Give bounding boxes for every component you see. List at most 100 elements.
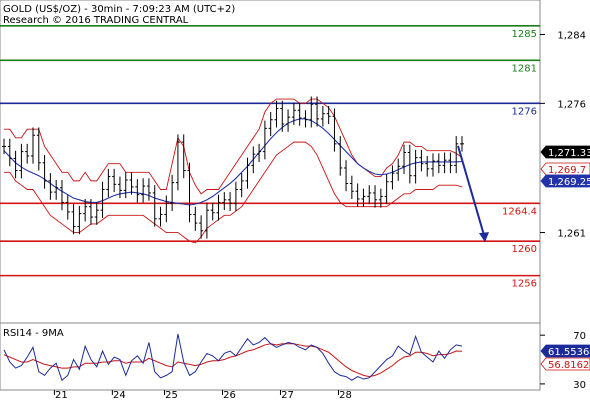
price-bar-49 <box>286 109 291 132</box>
price-bar-22 <box>129 172 134 195</box>
price-bar-62 <box>361 188 366 207</box>
level-label-5: 1256 <box>512 279 537 290</box>
price-bar-7 <box>42 155 47 189</box>
price-bar-19 <box>112 168 117 193</box>
rsi-ma-line <box>3 343 463 378</box>
rsi-title: RSI14 - 9MA <box>3 328 64 339</box>
forecast-arrow[interactable] <box>457 145 489 243</box>
bollinger-lower <box>4 141 463 244</box>
price-bar-25 <box>146 178 151 201</box>
rsi-panel: RSI14 - 9MA 70 30 61.5536 56.8162 <box>0 322 590 391</box>
price-bar-20 <box>117 176 122 199</box>
price-bar-28 <box>164 195 169 223</box>
price-bar-9 <box>54 180 59 200</box>
forecast-arrow-shaft <box>457 145 485 236</box>
price-bar-0 <box>2 138 6 155</box>
price-bar-37 <box>216 194 221 221</box>
price-bar-55 <box>320 105 325 127</box>
price-bar-18 <box>106 168 111 198</box>
price-bar-53 <box>309 96 314 128</box>
price-bar-13 <box>77 205 82 235</box>
price-bar-66 <box>384 173 389 205</box>
rsi-tag-label-1: 56.8162 <box>548 360 589 371</box>
price-bar-34 <box>199 215 204 239</box>
price-bar-79 <box>460 136 464 152</box>
price-bar-60 <box>349 175 354 199</box>
price-bar-38 <box>222 192 227 211</box>
price-tag-label-0: 1,271.33 <box>548 148 590 159</box>
price-bar-78 <box>454 136 459 174</box>
price-bar-14 <box>83 198 88 222</box>
price-tag-box-2 <box>540 174 590 188</box>
price-bar-36 <box>210 202 215 221</box>
level-label-0: 1285 <box>512 29 537 40</box>
price-bar-26 <box>152 185 157 227</box>
price-bar-56 <box>326 105 331 125</box>
level-label-2: 1276 <box>512 106 537 117</box>
price-bar-44 <box>257 143 262 162</box>
price-tag-1: 1,269.7 <box>540 162 590 176</box>
price-bar-41 <box>239 173 244 198</box>
level-label-3: 1264.4 <box>502 206 537 217</box>
bollinger-bands <box>4 98 463 244</box>
price-bar-57 <box>332 108 337 152</box>
chart-title: GOLD (US$/OZ) - 30min - 7:09:23 AM (UTC+… <box>3 4 235 15</box>
price-bar-67 <box>390 165 395 190</box>
price-bar-72 <box>419 149 424 172</box>
price-bar-61 <box>355 183 360 207</box>
price-bar-15 <box>88 198 93 225</box>
rsi-tag-label-0: 61.5536 <box>548 347 589 358</box>
date-label-3: 26 <box>223 390 236 400</box>
price-tag-label-1: 1,269.7 <box>548 165 586 176</box>
price-bar-23 <box>135 179 140 203</box>
price-bar-59 <box>344 160 349 192</box>
price-bar-39 <box>228 192 233 212</box>
price-bar-6 <box>36 127 41 171</box>
price-bar-21 <box>123 172 128 199</box>
price-bar-10 <box>59 180 64 211</box>
price-bar-51 <box>297 102 302 126</box>
bollinger-upper <box>4 98 463 195</box>
price-tag-label-2: 1,269.25 <box>548 177 590 188</box>
price-bar-48 <box>280 100 285 132</box>
price-bar-71 <box>413 149 418 184</box>
price-tag-box-0 <box>540 145 590 159</box>
rsi-tag-1: 56.8162 <box>540 357 590 371</box>
price-bar-77 <box>448 152 453 174</box>
price-bars <box>2 96 464 239</box>
price-bar-4 <box>25 143 30 164</box>
price-bar-1 <box>7 138 12 167</box>
rsi-tag-box-1 <box>540 357 590 371</box>
price-bar-76 <box>442 152 447 174</box>
price-bar-42 <box>245 157 250 189</box>
price-bar-30 <box>175 134 180 191</box>
price-bar-45 <box>262 120 267 160</box>
price-bar-74 <box>431 153 436 177</box>
price-bar-52 <box>303 110 308 128</box>
price-bar-43 <box>251 146 256 174</box>
price-bar-31 <box>181 134 186 179</box>
forecast-arrow-head <box>479 232 489 243</box>
price-tag-2: 1,269.25 <box>540 174 590 188</box>
price-tag-0: 1,271.33 <box>540 145 590 159</box>
date-label-1: 24 <box>113 390 126 400</box>
price-bar-40 <box>233 181 238 212</box>
price-bar-32 <box>187 162 192 223</box>
date-axis: 21 24 25 26 27 28 <box>53 390 352 400</box>
date-label-2: 25 <box>165 390 178 400</box>
moving-average-line <box>3 118 463 206</box>
price-bar-64 <box>373 185 378 208</box>
price-bar-47 <box>274 100 279 128</box>
rsi-axis: 70 30 <box>540 331 586 391</box>
price-bar-29 <box>170 174 175 212</box>
rsi-tag-0: 61.5536 <box>540 344 590 358</box>
level-label-1: 1281 <box>512 63 537 74</box>
rsi-line <box>3 333 463 382</box>
price-bar-50 <box>291 102 296 125</box>
price-bar-27 <box>158 206 163 227</box>
price-bar-17 <box>100 181 105 218</box>
price-axis-label-2: 1,261 <box>557 229 586 240</box>
rsi-tags: 61.5536 56.8162 <box>540 344 590 371</box>
price-bar-54 <box>315 96 320 127</box>
